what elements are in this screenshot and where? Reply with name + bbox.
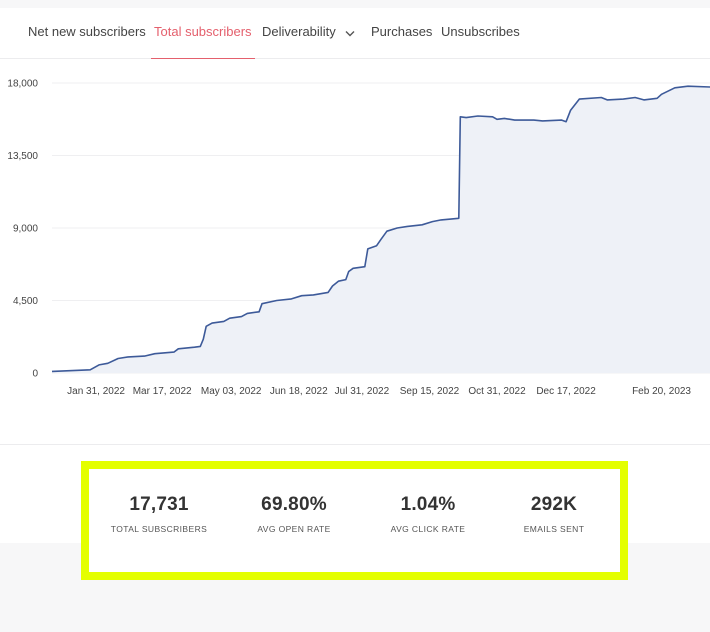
report-tabs: Net new subscribers Total subscribers De… bbox=[0, 8, 710, 59]
x-tick-label: Jan 31, 2022 bbox=[67, 386, 125, 397]
stat-total-subscribers: 17,731 TOTAL SUBSCRIBERS bbox=[89, 494, 229, 534]
tab-net-new-subscribers[interactable]: Net new subscribers bbox=[28, 8, 146, 58]
tab-label: Total subscribers bbox=[154, 24, 252, 39]
stat-label: AVG CLICK RATE bbox=[390, 524, 466, 534]
x-tick-label: Jul 31, 2022 bbox=[335, 386, 390, 397]
series-line bbox=[51, 85, 710, 373]
stat-value: 69.80% bbox=[261, 494, 327, 515]
x-tick-label: Jun 18, 2022 bbox=[270, 386, 328, 397]
y-tick-label: 9,000 bbox=[13, 224, 38, 235]
stat-label: AVG OPEN RATE bbox=[257, 524, 331, 534]
y-tick-label: 0 bbox=[32, 369, 38, 380]
stat-value: 292K bbox=[530, 494, 578, 515]
series-area bbox=[52, 86, 710, 373]
tab-purchases[interactable]: Purchases bbox=[371, 8, 432, 58]
y-tick-label: 4,500 bbox=[13, 296, 38, 307]
stat-emails-sent: 292K EMAILS SENT bbox=[484, 494, 624, 534]
tab-label: Purchases bbox=[371, 24, 433, 39]
x-tick-label: Mar 17, 2022 bbox=[133, 386, 192, 397]
stat-avg-open-rate: 69.80% AVG OPEN RATE bbox=[224, 494, 364, 534]
chart-svg: 18,000 13,500 9,000 4,500 0 Jan 31, 2022 Mar 1… bbox=[7, 79, 710, 397]
x-tick-label: Sep 15, 2022 bbox=[400, 386, 460, 397]
tab-total-subscribers[interactable]: Total subscribers bbox=[151, 8, 255, 59]
tab-unsubscribes[interactable]: Unsubscribes bbox=[441, 8, 520, 58]
x-tick-label: Dec 17, 2022 bbox=[536, 386, 596, 397]
y-tick-label: 18,000 bbox=[7, 79, 38, 90]
x-tick-label: May 03, 2022 bbox=[201, 386, 262, 397]
tab-label: Net new subscribers bbox=[28, 24, 146, 39]
x-tick-label: Oct 31, 2022 bbox=[468, 386, 526, 397]
tab-label: Unsubscribes bbox=[441, 24, 520, 39]
x-tick-label: Feb 20, 2023 bbox=[632, 386, 691, 397]
stat-label: TOTAL SUBSCRIBERS bbox=[110, 524, 208, 534]
y-tick-label: 13,500 bbox=[7, 151, 38, 162]
section-divider bbox=[0, 444, 710, 445]
stat-label: EMAILS SENT bbox=[523, 524, 585, 534]
top-strip bbox=[0, 0, 710, 8]
chevron-down-icon bbox=[345, 9, 355, 57]
stat-avg-click-rate: 1.04% AVG CLICK RATE bbox=[358, 494, 498, 534]
total-subscribers-chart[interactable]: 18,000 13,500 9,000 4,500 0 Jan 31, 2022 Mar 1… bbox=[0, 59, 710, 444]
tab-deliverability[interactable]: Deliverability bbox=[262, 8, 355, 58]
stat-value: 17,731 bbox=[129, 494, 189, 515]
stat-value: 1.04% bbox=[400, 494, 456, 515]
tab-label: Deliverability bbox=[262, 24, 336, 39]
stats-summary-panel: 17,731 TOTAL SUBSCRIBERS 69.80% AVG OPEN… bbox=[81, 461, 628, 580]
